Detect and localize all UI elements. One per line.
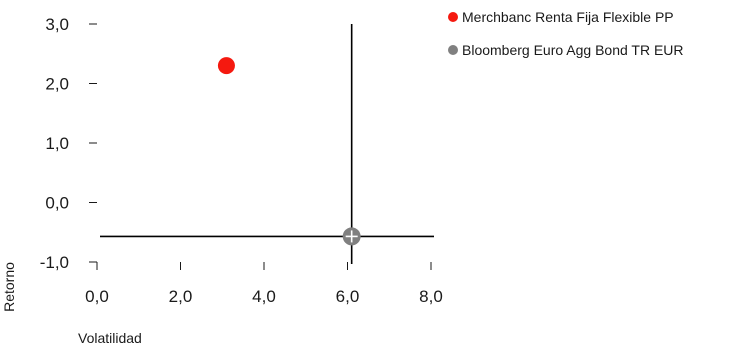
reference-lines — [100, 24, 434, 264]
x-axis-title: Volatilidad — [78, 330, 142, 346]
legend-marker-benchmark — [448, 45, 458, 55]
x-tick-label: 4,0 — [252, 287, 276, 306]
y-tick-label: 0,0 — [45, 194, 69, 213]
legend-marker-fund — [448, 12, 458, 22]
x-tick-label: 0,0 — [85, 287, 109, 306]
data-points — [217, 57, 361, 246]
x-tick-label: 6,0 — [336, 287, 360, 306]
legend-label-benchmark: Bloomberg Euro Agg Bond TR EUR — [462, 42, 684, 58]
y-tick-label: -1,0 — [40, 253, 69, 272]
y-tick-label: 1,0 — [45, 134, 69, 153]
legend-label-fund: Merchbanc Renta Fija Flexible PP — [462, 9, 674, 25]
fund-point — [217, 57, 235, 75]
y-tick-label: 2,0 — [45, 75, 69, 94]
x-tick-label: 8,0 — [419, 287, 443, 306]
y-axis-title: Retorno — [1, 262, 17, 312]
axes: 0,0 2,0 4,0 6,0 8,0 -1,0 0,0 1,0 2,0 3,0 — [40, 15, 443, 306]
x-tick-label: 2,0 — [169, 287, 193, 306]
y-tick-label: 3,0 — [45, 15, 69, 34]
legend-item-benchmark: Bloomberg Euro Agg Bond TR EUR — [448, 39, 684, 61]
legend: Merchbanc Renta Fija Flexible PP Bloombe… — [448, 6, 684, 72]
legend-item-fund: Merchbanc Renta Fija Flexible PP — [448, 6, 684, 28]
